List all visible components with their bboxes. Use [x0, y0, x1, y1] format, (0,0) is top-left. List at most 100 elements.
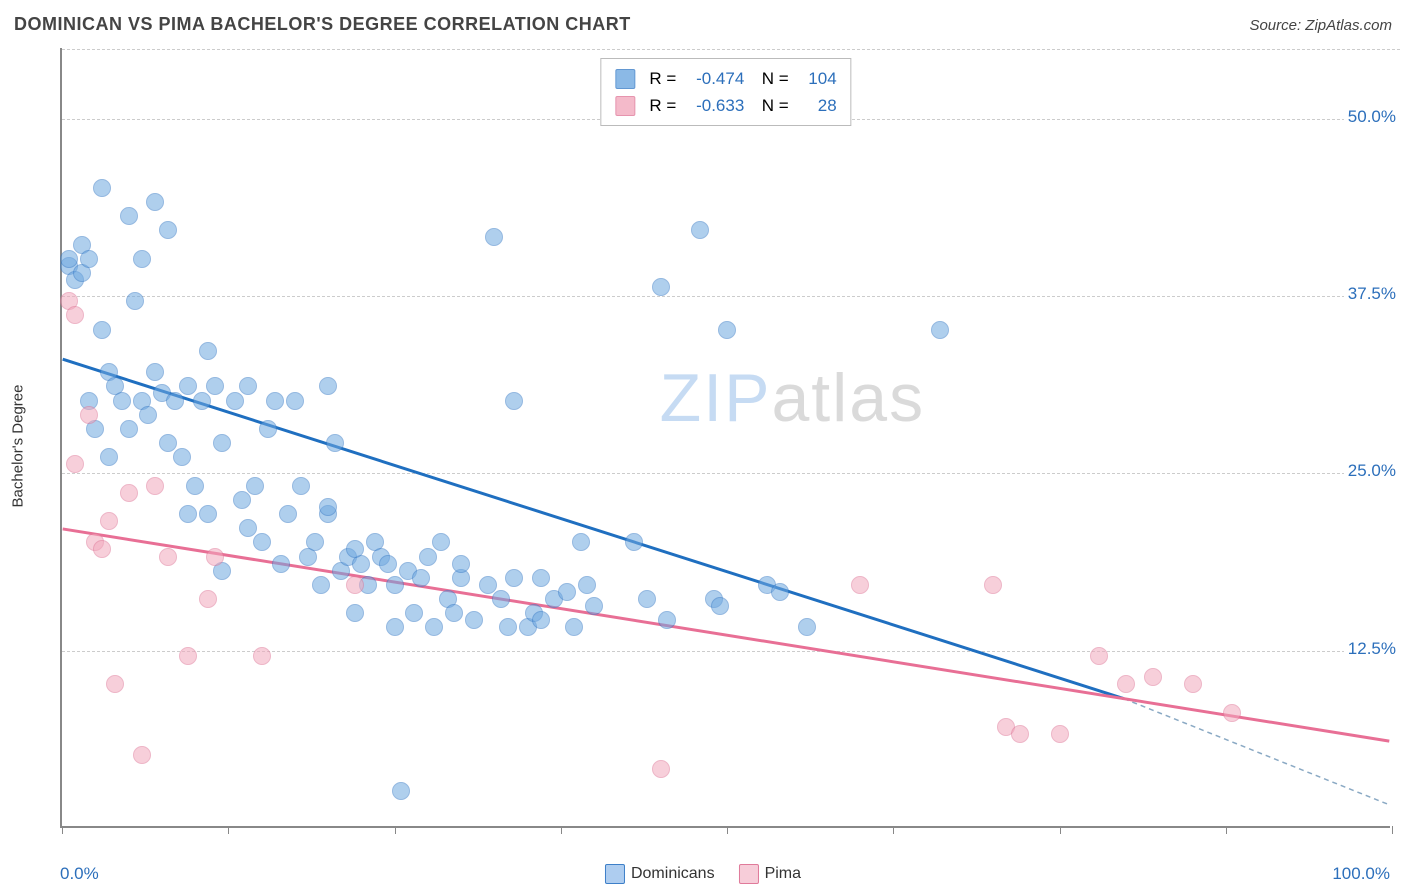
- scatter-point: [106, 675, 124, 693]
- scatter-point: [412, 569, 430, 587]
- scatter-point: [253, 533, 271, 551]
- scatter-point: [1184, 675, 1202, 693]
- scatter-point: [199, 505, 217, 523]
- scatter-point: [638, 590, 656, 608]
- scatter-point: [113, 392, 131, 410]
- scatter-point: [1090, 647, 1108, 665]
- scatter-point: [173, 448, 191, 466]
- scatter-point: [505, 392, 523, 410]
- legend-n-label: N =: [752, 92, 788, 119]
- scatter-point: [100, 512, 118, 530]
- scatter-point: [572, 533, 590, 551]
- scatter-point: [146, 477, 164, 495]
- scatter-point: [711, 597, 729, 615]
- trend-lines: [62, 48, 1390, 826]
- scatter-point: [226, 392, 244, 410]
- scatter-point: [206, 548, 224, 566]
- scatter-point: [100, 448, 118, 466]
- watermark-zip: ZIP: [660, 360, 772, 436]
- scatter-point: [279, 505, 297, 523]
- scatter-point: [80, 406, 98, 424]
- x-tick: [561, 826, 562, 834]
- scatter-point: [1223, 704, 1241, 722]
- x-tick: [228, 826, 229, 834]
- scatter-point: [1051, 725, 1069, 743]
- scatter-point: [691, 221, 709, 239]
- scatter-point: [179, 647, 197, 665]
- x-tick: [1392, 826, 1393, 834]
- scatter-point: [319, 498, 337, 516]
- scatter-point: [272, 555, 290, 573]
- scatter-point: [798, 618, 816, 636]
- scatter-point: [565, 618, 583, 636]
- scatter-point: [984, 576, 1002, 594]
- x-tick: [893, 826, 894, 834]
- scatter-point: [419, 548, 437, 566]
- legend-swatch: [739, 864, 759, 884]
- scatter-point: [485, 228, 503, 246]
- scatter-point: [239, 519, 257, 537]
- scatter-point: [312, 576, 330, 594]
- scatter-point: [93, 321, 111, 339]
- plot-area: ZIPatlas R =-0.474 N =104R =-0.633 N =28…: [60, 48, 1390, 828]
- scatter-point: [126, 292, 144, 310]
- scatter-point: [199, 342, 217, 360]
- scatter-point: [1144, 668, 1162, 686]
- scatter-point: [931, 321, 949, 339]
- scatter-point: [120, 484, 138, 502]
- scatter-point: [213, 434, 231, 452]
- x-tick: [62, 826, 63, 834]
- x-axis-max-label: 100.0%: [1332, 864, 1390, 884]
- gridline: [62, 296, 1400, 297]
- legend-r-value: -0.474: [684, 65, 744, 92]
- scatter-point: [253, 647, 271, 665]
- scatter-point: [445, 604, 463, 622]
- scatter-point: [386, 576, 404, 594]
- scatter-point: [146, 193, 164, 211]
- scatter-point: [558, 583, 576, 601]
- scatter-point: [771, 583, 789, 601]
- scatter-point: [326, 434, 344, 452]
- scatter-point: [60, 250, 78, 268]
- scatter-point: [139, 406, 157, 424]
- scatter-point: [405, 604, 423, 622]
- y-tick-label: 25.0%: [1344, 461, 1400, 481]
- scatter-point: [233, 491, 251, 509]
- legend-item: Dominicans: [605, 864, 715, 884]
- scatter-point: [425, 618, 443, 636]
- scatter-point: [532, 569, 550, 587]
- legend-r-label: R =: [649, 92, 676, 119]
- legend-row: R =-0.474 N =104: [615, 65, 836, 92]
- scatter-point: [286, 392, 304, 410]
- scatter-point: [479, 576, 497, 594]
- scatter-point: [193, 392, 211, 410]
- trend-line: [63, 529, 1390, 741]
- series-legend: Dominicans Pima: [605, 864, 801, 884]
- gridline: [62, 473, 1400, 474]
- scatter-point: [166, 392, 184, 410]
- scatter-point: [186, 477, 204, 495]
- scatter-point: [851, 576, 869, 594]
- scatter-point: [133, 746, 151, 764]
- scatter-point: [246, 477, 264, 495]
- legend-swatch: [605, 864, 625, 884]
- scatter-point: [718, 321, 736, 339]
- source-label: Source: ZipAtlas.com: [1249, 17, 1392, 34]
- x-tick: [1060, 826, 1061, 834]
- trend-line: [63, 359, 1124, 698]
- legend-label: Pima: [765, 865, 801, 882]
- x-axis-min-label: 0.0%: [60, 864, 99, 884]
- chart-title: DOMINICAN VS PIMA BACHELOR'S DEGREE CORR…: [14, 14, 631, 35]
- scatter-point: [179, 377, 197, 395]
- scatter-point: [452, 555, 470, 573]
- scatter-point: [179, 505, 197, 523]
- legend-label: Dominicans: [631, 865, 715, 882]
- scatter-point: [625, 533, 643, 551]
- watermark-atlas: atlas: [771, 360, 925, 436]
- y-tick-label: 50.0%: [1344, 107, 1400, 127]
- scatter-point: [66, 455, 84, 473]
- scatter-point: [346, 540, 364, 558]
- legend-item: Pima: [739, 864, 801, 884]
- scatter-point: [392, 782, 410, 800]
- scatter-point: [120, 207, 138, 225]
